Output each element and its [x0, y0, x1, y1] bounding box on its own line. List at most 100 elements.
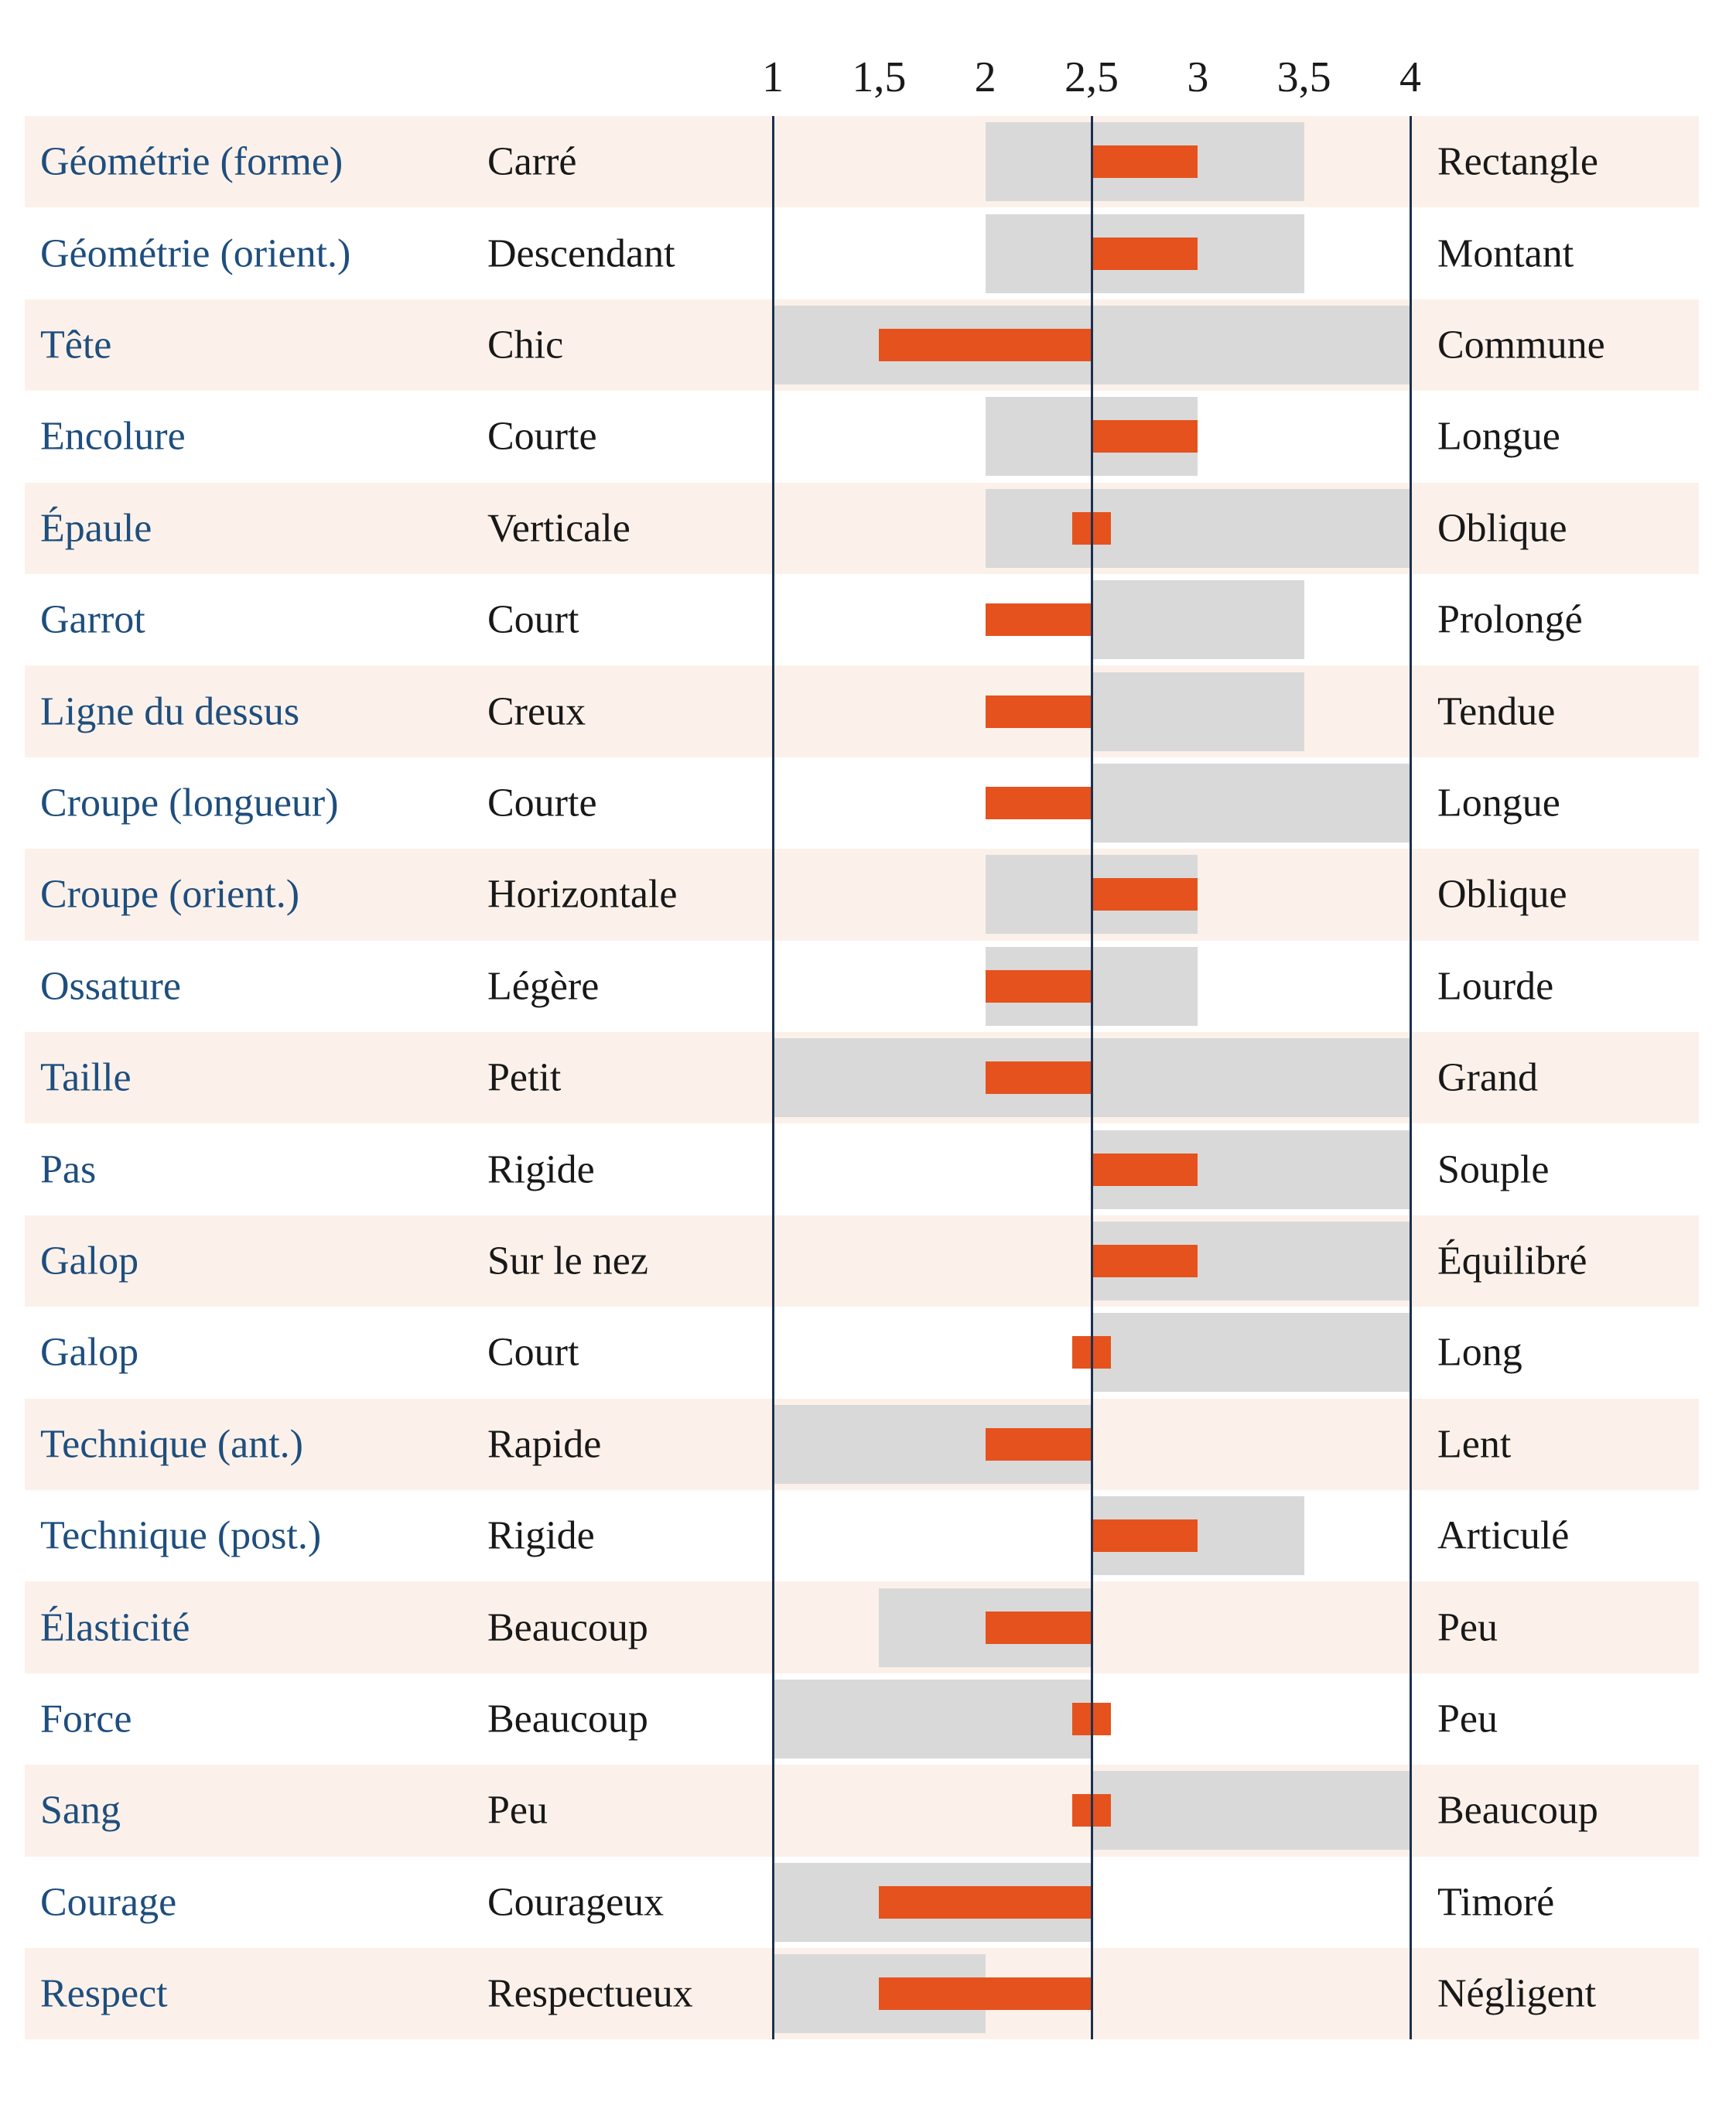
range-bar	[1092, 1313, 1410, 1393]
row-category-label: Respect	[40, 1971, 168, 2016]
table-row: Galop Sur le nez Équilibré	[25, 1215, 1699, 1307]
value-bar	[985, 1611, 1092, 1644]
reference-line	[771, 116, 774, 2040]
row-left-descriptor: Carré	[487, 139, 577, 184]
value-bar	[985, 969, 1092, 1003]
row-right-descriptor: Peu	[1437, 1697, 1498, 1741]
table-row: Sang Peu Beaucoup	[25, 1765, 1699, 1857]
row-left-descriptor: Courte	[487, 414, 597, 459]
axis-tick-label: 1,5	[852, 53, 907, 101]
range-bar	[773, 1679, 1092, 1759]
axis-tick-label: 3,5	[1276, 53, 1331, 101]
row-left-descriptor: Creux	[487, 689, 586, 734]
row-right-descriptor: Long	[1437, 1330, 1522, 1375]
table-row: Galop Court Long	[25, 1307, 1699, 1398]
row-right-descriptor: Timoré	[1437, 1880, 1555, 1925]
value-bar	[1092, 878, 1198, 911]
row-category-label: Élasticité	[40, 1605, 190, 1650]
table-row: Technique (ant.) Rapide Lent	[25, 1398, 1699, 1490]
value-bar	[879, 328, 1092, 361]
row-right-descriptor: Souple	[1437, 1147, 1550, 1192]
value-bar	[879, 1977, 1092, 2011]
row-right-descriptor: Oblique	[1437, 872, 1567, 917]
row-right-descriptor: Lent	[1437, 1422, 1512, 1467]
row-right-descriptor: Grand	[1437, 1055, 1538, 1100]
row-category-label: Sang	[40, 1788, 121, 1833]
row-left-descriptor: Court	[487, 1330, 579, 1375]
row-left-descriptor: Peu	[487, 1788, 548, 1833]
table-row: Encolure Courte Longue	[25, 391, 1699, 482]
row-category-label: Tête	[40, 323, 112, 367]
row-category-label: Galop	[40, 1239, 139, 1283]
value-bar	[985, 1061, 1092, 1095]
axis-tick-label: 1	[762, 53, 784, 101]
row-left-descriptor: Beaucoup	[487, 1697, 648, 1741]
axis-tick-label: 2,5	[1064, 53, 1119, 101]
value-bar	[1092, 1153, 1198, 1186]
value-bar	[985, 786, 1092, 819]
row-right-descriptor: Peu	[1437, 1605, 1498, 1650]
value-bar	[1092, 420, 1198, 453]
row-category-label: Croupe (longueur)	[40, 781, 339, 825]
row-left-descriptor: Rigide	[487, 1147, 595, 1192]
table-row: Épaule Verticale Oblique	[25, 482, 1699, 574]
row-left-descriptor: Légère	[487, 964, 600, 1009]
table-row: Pas Rigide Souple	[25, 1123, 1699, 1215]
row-right-descriptor: Équilibré	[1437, 1239, 1587, 1283]
range-bar	[1092, 763, 1410, 843]
row-left-descriptor: Petit	[487, 1055, 562, 1100]
value-bar	[985, 1427, 1092, 1461]
row-left-descriptor: Courte	[487, 781, 597, 825]
row-category-label: Technique (ant.)	[40, 1422, 303, 1467]
row-left-descriptor: Descendant	[487, 231, 675, 276]
row-right-descriptor: Longue	[1437, 781, 1560, 825]
value-bar	[1092, 1519, 1198, 1553]
table-row: Technique (post.) Rigide Articulé	[25, 1490, 1699, 1581]
value-bar	[985, 695, 1092, 728]
row-right-descriptor: Articulé	[1437, 1513, 1570, 1558]
axis-tick-label: 3	[1187, 53, 1209, 101]
row-left-descriptor: Sur le nez	[487, 1239, 648, 1283]
row-left-descriptor: Respectueux	[487, 1971, 693, 2016]
row-category-label: Géométrie (forme)	[40, 139, 343, 184]
value-bar	[1092, 1244, 1198, 1277]
row-left-descriptor: Rigide	[487, 1513, 595, 1558]
row-right-descriptor: Rectangle	[1437, 139, 1598, 184]
value-bar	[985, 603, 1092, 637]
table-row: Ossature Légère Lourde	[25, 941, 1699, 1032]
row-category-label: Taille	[40, 1055, 132, 1100]
table-row: Garrot Court Prolongé	[25, 574, 1699, 665]
table-row: Courage Courageux Timoré	[25, 1857, 1699, 1948]
reference-line	[1409, 116, 1412, 2040]
table-row: Force Beaucoup Peu	[25, 1673, 1699, 1765]
table-row: Taille Petit Grand	[25, 1032, 1699, 1124]
row-category-label: Galop	[40, 1330, 139, 1375]
reference-line	[1090, 116, 1093, 2040]
row-category-label: Garrot	[40, 597, 145, 642]
row-left-descriptor: Rapide	[487, 1422, 602, 1467]
table-row: Respect Respectueux Négligent	[25, 1948, 1699, 2040]
row-category-label: Ligne du dessus	[40, 689, 300, 734]
value-bar	[1092, 145, 1198, 179]
row-left-descriptor: Verticale	[487, 506, 630, 551]
row-right-descriptor: Lourde	[1437, 964, 1554, 1009]
row-right-descriptor: Beaucoup	[1437, 1788, 1598, 1833]
range-bar	[985, 488, 1410, 568]
row-category-label: Technique (post.)	[40, 1513, 322, 1558]
axis-tick-label: 2	[974, 53, 996, 101]
row-right-descriptor: Longue	[1437, 414, 1560, 459]
row-category-label: Géométrie (orient.)	[40, 231, 351, 276]
row-right-descriptor: Tendue	[1437, 689, 1556, 734]
value-bar	[879, 1885, 1092, 1919]
row-right-descriptor: Commune	[1437, 323, 1605, 367]
row-left-descriptor: Court	[487, 597, 579, 642]
row-left-descriptor: Chic	[487, 323, 564, 367]
row-category-label: Force	[40, 1697, 132, 1741]
table-row: Géométrie (forme) Carré Rectangle	[25, 116, 1699, 208]
range-bar	[1092, 672, 1304, 751]
range-bar	[1092, 1771, 1410, 1851]
row-right-descriptor: Prolongé	[1437, 597, 1583, 642]
row-category-label: Croupe (orient.)	[40, 872, 300, 917]
row-category-label: Ossature	[40, 964, 181, 1009]
